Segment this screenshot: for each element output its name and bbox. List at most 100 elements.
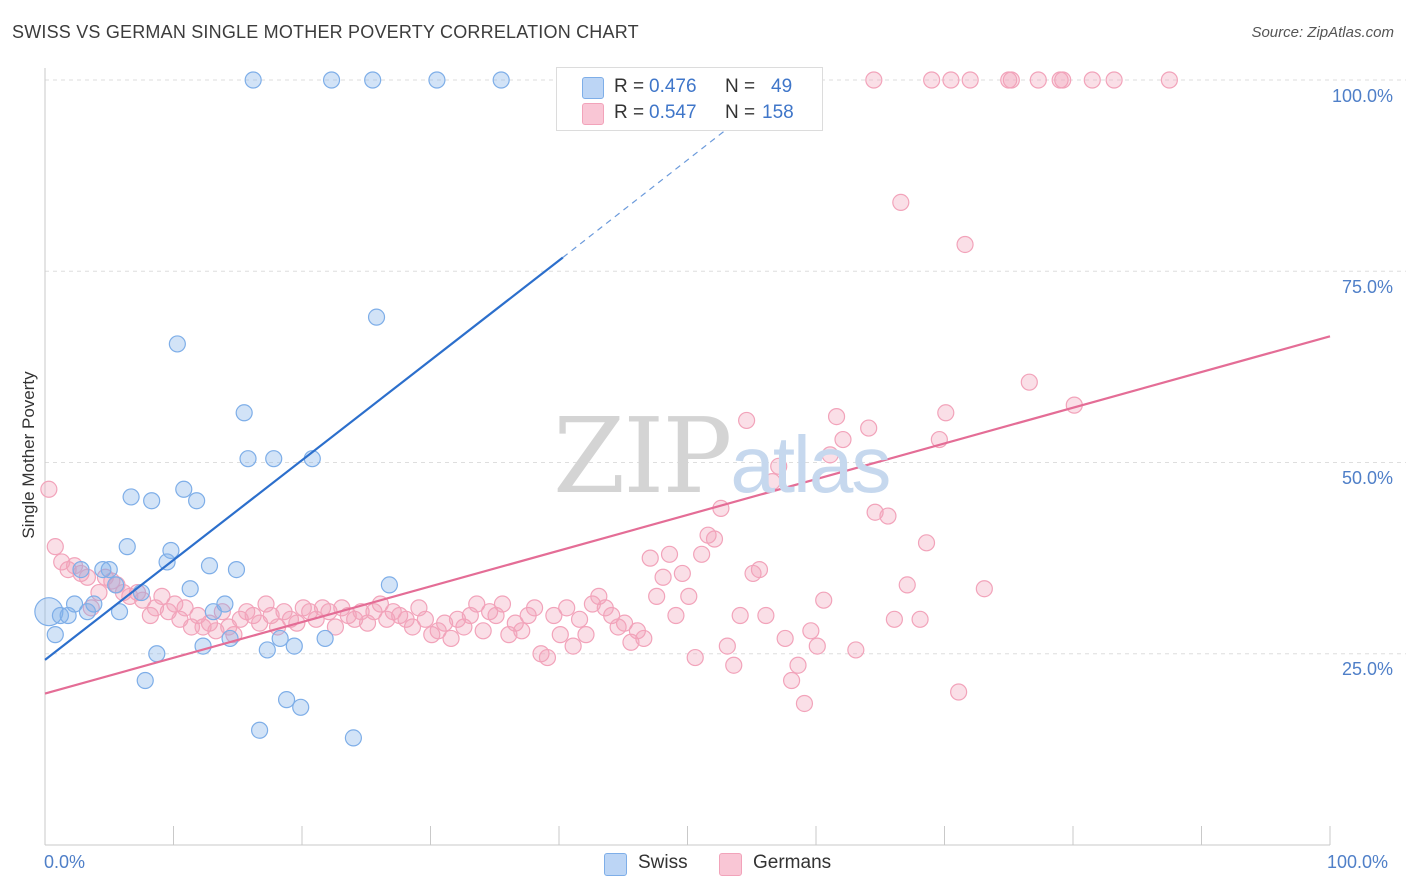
swiss-point	[316, 629, 334, 648]
swiss-point	[258, 641, 276, 659]
german-point	[468, 595, 486, 613]
stats-legend: R = 0.476 N = 49 R = 0.547 N = 158	[556, 67, 823, 131]
german-point	[493, 595, 512, 613]
german-point	[847, 641, 865, 659]
german-point	[513, 622, 531, 640]
german-point	[615, 614, 634, 632]
swiss-point	[216, 595, 234, 613]
german-point	[950, 683, 968, 701]
german-point	[821, 446, 839, 464]
german-point	[654, 568, 672, 586]
watermark-zip: ZIP	[553, 395, 732, 517]
swiss-point	[148, 645, 166, 663]
german-point	[750, 560, 769, 579]
y-tick-label: 75.0%	[1341, 277, 1393, 297]
german-point	[436, 614, 454, 632]
german-point	[641, 549, 659, 567]
german-point	[718, 637, 736, 655]
y-tick-label: 100.0%	[1331, 86, 1393, 106]
swiss-point	[235, 404, 253, 422]
german-point	[577, 626, 595, 644]
swiss-point	[136, 671, 154, 690]
german-point	[635, 629, 653, 648]
german-point	[667, 606, 685, 625]
german-point	[956, 235, 974, 254]
german-point	[757, 606, 775, 625]
german-point	[693, 545, 711, 563]
watermark-atlas: atlas	[730, 420, 891, 509]
y-tick-label: 50.0%	[1341, 468, 1393, 488]
german-point	[860, 419, 878, 437]
n-label: N =	[725, 76, 756, 97]
swiss-point	[110, 603, 129, 621]
swiss-point	[227, 560, 246, 579]
german-point	[725, 656, 743, 674]
swiss-point	[244, 71, 262, 89]
german-point	[207, 622, 225, 640]
swiss-point	[143, 492, 161, 510]
german-point	[403, 618, 422, 636]
german-point	[808, 637, 826, 655]
german-point	[776, 629, 794, 648]
german-point	[1105, 71, 1123, 89]
swiss-point	[367, 308, 386, 326]
y-axis-label: Single Mother Poverty	[19, 371, 38, 539]
german-point	[660, 545, 679, 563]
german-point	[923, 71, 941, 89]
x-tick-label: 100.0%	[1327, 852, 1389, 872]
swiss-point	[250, 721, 269, 739]
legend-label: Germans	[753, 852, 832, 873]
swiss-trend-extension	[562, 129, 727, 258]
german-swatch	[582, 103, 604, 125]
german-point	[570, 610, 589, 628]
german-point	[558, 599, 576, 617]
german-point	[551, 626, 569, 644]
swiss-trend-line	[44, 256, 564, 661]
swiss-point	[34, 597, 64, 627]
german-point	[40, 480, 58, 498]
swiss-point	[94, 560, 112, 579]
swiss-point	[181, 580, 199, 598]
german-point	[961, 71, 979, 89]
german-legend-swatch	[719, 853, 742, 876]
swiss-point	[292, 698, 310, 716]
legend-label: Swiss	[638, 852, 688, 873]
german-point	[166, 595, 184, 613]
swiss-point	[380, 576, 398, 594]
german-point	[892, 193, 910, 211]
swiss-legend-swatch	[604, 853, 627, 876]
swiss-point	[188, 492, 206, 510]
swiss-point	[344, 729, 362, 747]
german-point	[442, 629, 460, 648]
swiss-point	[175, 480, 193, 498]
german-point	[815, 591, 833, 609]
german-point	[827, 408, 846, 426]
german-point	[1020, 373, 1038, 391]
r-label: R =	[614, 76, 645, 97]
r-label: R =	[614, 102, 645, 123]
german-point	[686, 648, 704, 667]
german-point	[898, 576, 916, 594]
swiss-swatch	[582, 77, 604, 99]
german-point	[545, 606, 563, 625]
swiss-point	[46, 626, 64, 644]
german-point	[763, 473, 781, 491]
watermark: ZIPatlas	[553, 395, 891, 517]
swiss-point	[85, 595, 103, 613]
swiss-point	[168, 335, 186, 353]
german-point	[680, 587, 698, 605]
swiss-point	[364, 71, 382, 89]
german-trend-line	[44, 335, 1331, 695]
swiss-point	[492, 71, 510, 89]
german-point	[782, 671, 801, 690]
german-point	[917, 534, 936, 552]
german-point	[1029, 71, 1047, 89]
chart-title: SWISS VS GERMAN SINGLE MOTHER POVERTY CO…	[12, 22, 639, 42]
r-value: 0.476	[649, 76, 697, 97]
german-point	[416, 610, 434, 628]
swiss-point	[122, 488, 140, 506]
german-point	[1054, 71, 1072, 89]
german-point	[865, 71, 883, 89]
swiss-point	[118, 538, 136, 556]
